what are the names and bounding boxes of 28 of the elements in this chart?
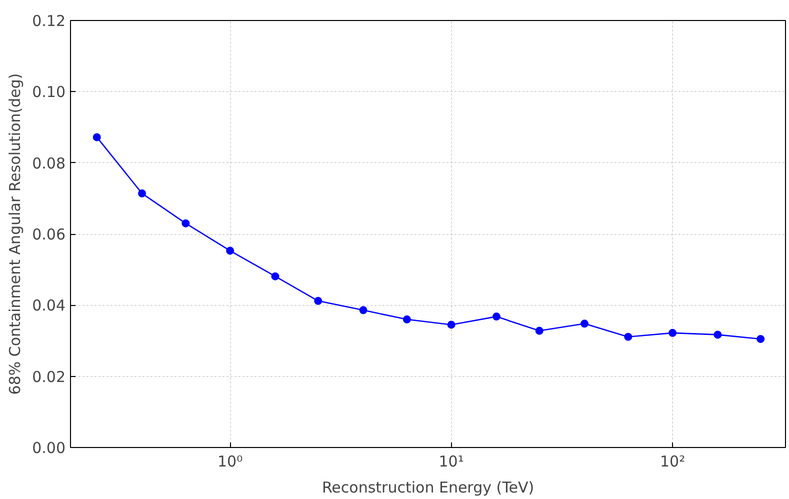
x-tick-label: 10⁰ — [218, 452, 243, 470]
point — [402, 315, 411, 324]
y-axis-title: 68% Containment Angular Resolution(deg) — [6, 73, 24, 395]
y-tick-label: 0.06 — [32, 226, 66, 244]
point — [447, 320, 456, 329]
point — [92, 133, 101, 142]
point — [271, 272, 280, 280]
x-tick-label: 10¹ — [438, 452, 464, 470]
point — [624, 332, 632, 341]
point — [756, 334, 765, 343]
y-tick-label: 0.12 — [32, 12, 66, 30]
point — [714, 330, 722, 339]
y-tick-label: 0.00 — [32, 439, 66, 457]
x-tick-label: 10² — [660, 452, 686, 470]
y-tick-label: 0.10 — [32, 83, 66, 102]
y-tick-label: 0.04 — [32, 296, 66, 315]
point — [182, 219, 190, 228]
point — [314, 296, 322, 305]
point — [535, 326, 544, 335]
point — [580, 320, 589, 328]
point — [138, 189, 146, 198]
x-axis-title: Reconstruction Energy (TeV) — [322, 478, 534, 496]
y-tick-label: 0.02 — [32, 368, 66, 386]
point — [668, 328, 677, 337]
point — [226, 246, 234, 255]
point — [492, 312, 500, 321]
y-tick-label: 0.08 — [32, 154, 66, 172]
point — [359, 306, 368, 314]
